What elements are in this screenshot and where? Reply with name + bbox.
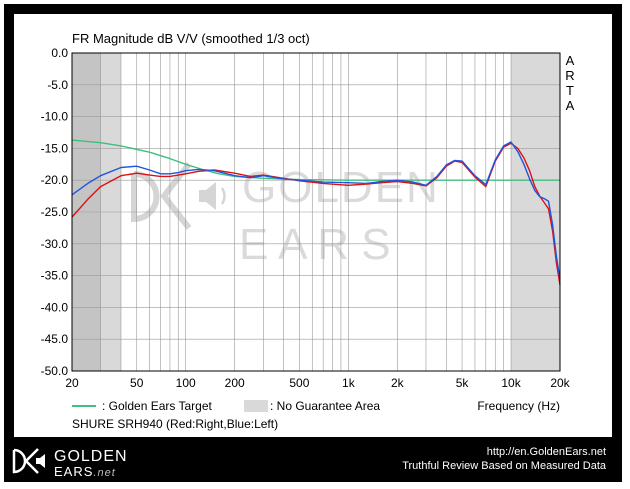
footer-tagline: Truthful Review Based on Measured Data xyxy=(402,460,606,472)
x-tick-label: 20 xyxy=(65,376,79,390)
x-tick-label: 200 xyxy=(225,376,245,390)
chart-caption: SHURE SRH940 (Red:Right,Blue:Left) xyxy=(72,417,278,431)
watermark-line1: GOLDEN xyxy=(242,163,440,212)
legend-no-guarantee-swatch xyxy=(244,400,268,412)
watermark-line2: E A R S xyxy=(239,220,391,269)
footer-logo: GOLDEN EARS.net xyxy=(10,445,130,479)
y-tick-label: -30.0 xyxy=(41,237,69,251)
series-left xyxy=(71,141,561,279)
footer-logo-suffix: .net xyxy=(93,467,116,479)
footer-bar: GOLDEN EARS.net http://en.GoldenEars.net… xyxy=(4,437,622,482)
side-label-letter: R xyxy=(565,68,574,83)
x-tick-label: 2k xyxy=(391,376,405,390)
series-right xyxy=(71,142,561,286)
y-tick-label: -40.0 xyxy=(41,300,69,314)
y-tick-label: -35.0 xyxy=(41,269,69,283)
chart-title: FR Magnitude dB V/V (smoothed 1/3 oct) xyxy=(72,31,310,46)
y-tick-label: -15.0 xyxy=(41,141,69,155)
legend-target-label: : Golden Ears Target xyxy=(102,399,213,413)
footer-url: http://en.GoldenEars.net xyxy=(486,446,606,458)
y-tick-label: -5.0 xyxy=(47,78,68,92)
x-tick-label: 1k xyxy=(342,376,356,390)
x-tick-label: 100 xyxy=(176,376,196,390)
golden-ears-logo-icon xyxy=(12,448,45,474)
series-golden-ears-target xyxy=(71,139,560,181)
watermark: GOLDEN E A R S xyxy=(131,162,440,269)
y-tick-label: -45.0 xyxy=(41,332,69,346)
frequency-response-chart: GOLDEN E A R S 0.0 -5.0 -10.0 -15.0 -20.0 -25… xyxy=(41,31,575,431)
chart-panel: GOLDEN E A R S 0.0 -5.0 -10.0 -15.0 -20.0 -25… xyxy=(14,14,612,437)
x-tick-label: 50 xyxy=(130,376,144,390)
side-label-letter: A xyxy=(566,53,575,68)
y-tick-label: -50.0 xyxy=(41,364,69,378)
y-tick-label: 0.0 xyxy=(51,46,68,60)
x-axis-label: Frequency (Hz) xyxy=(477,399,560,413)
footer-logo-line1: GOLDEN xyxy=(54,448,128,465)
footer-logo-line2: EARS.net xyxy=(54,464,116,479)
side-label-letter: A xyxy=(566,98,575,113)
x-tick-label: 20k xyxy=(550,376,570,390)
chart-frame: GOLDEN E A R S 0.0 -5.0 -10.0 -15.0 -20.0 -25… xyxy=(4,4,622,482)
x-tick-label: 500 xyxy=(289,376,309,390)
series-lines xyxy=(71,139,561,286)
y-tick-label: -20.0 xyxy=(41,173,69,187)
x-tick-label: 10k xyxy=(501,376,521,390)
y-tick-label: -25.0 xyxy=(41,205,69,219)
tick-labels: 0.0 -5.0 -10.0 -15.0 -20.0 -25.0 -30.0 -35.0 -40… xyxy=(41,46,571,390)
legend-no-guarantee-label: : No Guarantee Area xyxy=(270,399,380,413)
footer-logo-ears: EARS xyxy=(54,464,94,479)
plot-border xyxy=(71,52,561,372)
y-tick-label: -10.0 xyxy=(41,110,69,124)
watermark-logo-icon xyxy=(131,162,226,230)
side-label-letter: T xyxy=(566,83,574,98)
legend: : Golden Ears Target : No Guarantee Area xyxy=(72,399,380,413)
x-tick-label: 5k xyxy=(456,376,470,390)
grid xyxy=(71,52,561,372)
